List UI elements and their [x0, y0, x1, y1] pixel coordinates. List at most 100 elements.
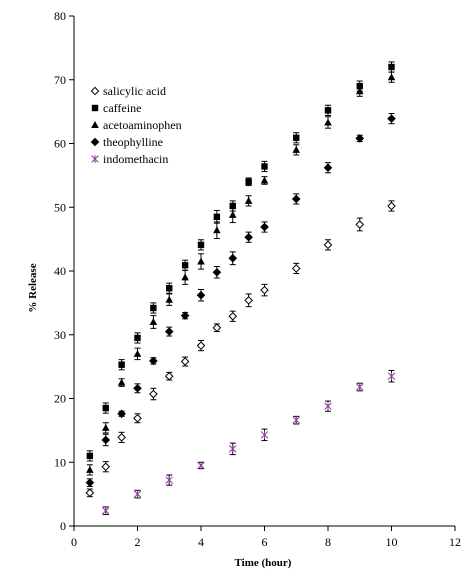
data-point-theophylline: [85, 478, 95, 487]
data-point-indomethacin: [387, 372, 396, 381]
data-point-theophylline: [244, 232, 253, 242]
data-point-salicylic-acid: [212, 323, 222, 333]
data-point-indomethacin: [101, 506, 110, 515]
legend-item-caffeine: caffeine: [91, 101, 141, 115]
series-caffeine: [86, 61, 395, 462]
data-point-acetoaminophen: [86, 465, 94, 473]
legend-label-acetoaminophen: acetoaminophen: [103, 118, 182, 132]
data-point-caffeine: [166, 285, 173, 292]
data-point-theophylline: [117, 409, 126, 419]
data-point-theophylline: [149, 356, 158, 366]
data-point-caffeine: [324, 107, 332, 114]
data-point-caffeine: [150, 304, 157, 312]
chart-ticks: 0 2 4 6 8 10 12 0 10 20 30 40 50 60 70 80: [54, 9, 461, 549]
data-point-theophylline: [164, 327, 174, 336]
y-tick-label: 30: [54, 328, 66, 342]
data-point-theophylline: [133, 383, 142, 393]
data-point-salicylic-acid: [291, 264, 301, 273]
y-tick-label: 60: [54, 137, 66, 151]
x-tick-label: 4: [198, 535, 204, 549]
data-point-indomethacin: [197, 461, 205, 470]
data-point-indomethacin: [292, 416, 301, 425]
y-tick-label: 0: [60, 519, 66, 533]
data-point-caffeine: [118, 361, 125, 368]
legend-item-acetoaminophen: acetoaminophen: [91, 118, 182, 132]
data-point-caffeine: [181, 262, 189, 269]
data-point-acetoaminophen: [181, 273, 189, 281]
y-tick-label: 80: [54, 9, 66, 23]
data-point-salicylic-acid: [260, 285, 269, 295]
data-point-acetoaminophen: [133, 349, 142, 357]
y-tick-label: 20: [54, 392, 66, 406]
data-point-caffeine: [213, 213, 221, 221]
data-point-acetoaminophen: [197, 257, 205, 265]
data-point-salicylic-acid: [323, 240, 333, 250]
data-point-caffeine: [134, 334, 141, 342]
legend-label-caffeine: caffeine: [103, 101, 141, 115]
data-point-acetoaminophen: [149, 318, 158, 325]
data-point-acetoaminophen: [292, 145, 301, 153]
data-point-salicylic-acid: [355, 220, 365, 229]
series-indomethacin: [101, 369, 396, 516]
data-point-salicylic-acid: [117, 433, 126, 442]
x-tick-label: 10: [386, 535, 398, 549]
chart-plot-area: [85, 61, 396, 516]
data-point-acetoaminophen: [260, 176, 269, 184]
chart-legend: salicylic acid caffeine acetoaminophen theo…: [90, 84, 182, 166]
data-point-indomethacin: [133, 490, 142, 499]
x-tick-label: 12: [449, 535, 461, 549]
legend-label-salicylic-acid: salicylic acid: [103, 84, 166, 98]
data-point-indomethacin: [355, 383, 364, 392]
legend-item-theophylline: theophylline: [90, 135, 163, 149]
data-point-theophylline: [387, 114, 396, 123]
series-theophylline: [85, 113, 396, 487]
y-axis-title: % Release: [27, 263, 39, 312]
x-tick-label: 0: [71, 535, 77, 549]
data-point-salicylic-acid: [180, 357, 190, 366]
series-salicylic-acid: [85, 200, 396, 498]
series-acetoaminophen: [86, 71, 396, 476]
data-point-theophylline: [323, 163, 333, 173]
data-point-acetoaminophen: [213, 226, 221, 234]
y-tick-label: 70: [54, 73, 66, 87]
legend-marker-salicylic-acid: [90, 86, 100, 96]
data-point-theophylline: [228, 253, 238, 263]
data-point-caffeine: [388, 63, 395, 71]
x-tick-label: 6: [262, 535, 268, 549]
data-point-acetoaminophen: [387, 73, 396, 81]
data-point-caffeine: [197, 241, 205, 249]
data-point-theophylline: [196, 290, 206, 300]
data-point-caffeine: [293, 134, 300, 141]
data-point-caffeine: [229, 202, 236, 210]
data-point-salicylic-acid: [133, 413, 142, 423]
data-point-indomethacin: [165, 476, 174, 485]
x-tick-label: 8: [325, 535, 331, 549]
data-point-acetoaminophen: [165, 295, 174, 303]
y-tick-label: 40: [54, 264, 66, 278]
data-point-salicylic-acid: [85, 488, 95, 498]
legend-label-indomethacin: indomethacin: [103, 152, 168, 166]
data-point-acetoaminophen: [355, 87, 364, 95]
legend-marker-caffeine: [91, 104, 99, 112]
data-point-theophylline: [260, 222, 269, 232]
data-point-caffeine: [102, 404, 109, 412]
legend-marker-indomethacin: [91, 155, 99, 163]
legend-marker-theophylline: [90, 137, 100, 147]
data-point-salicylic-acid: [228, 311, 238, 321]
data-point-acetoaminophen: [228, 210, 237, 218]
legend-item-indomethacin: indomethacin: [91, 152, 168, 166]
x-tick-label: 2: [135, 535, 141, 549]
data-point-indomethacin: [324, 402, 332, 411]
data-point-salicylic-acid: [164, 371, 174, 381]
data-point-salicylic-acid: [149, 389, 158, 399]
legend-marker-acetoaminophen: [91, 121, 99, 128]
data-point-theophylline: [291, 194, 301, 204]
y-tick-label: 50: [54, 200, 66, 214]
data-point-caffeine: [86, 452, 94, 460]
data-point-acetoaminophen: [101, 423, 110, 431]
data-point-salicylic-acid: [387, 201, 396, 211]
y-tick-label: 10: [54, 455, 66, 469]
data-point-acetoaminophen: [117, 378, 126, 386]
data-point-acetoaminophen: [324, 118, 332, 126]
